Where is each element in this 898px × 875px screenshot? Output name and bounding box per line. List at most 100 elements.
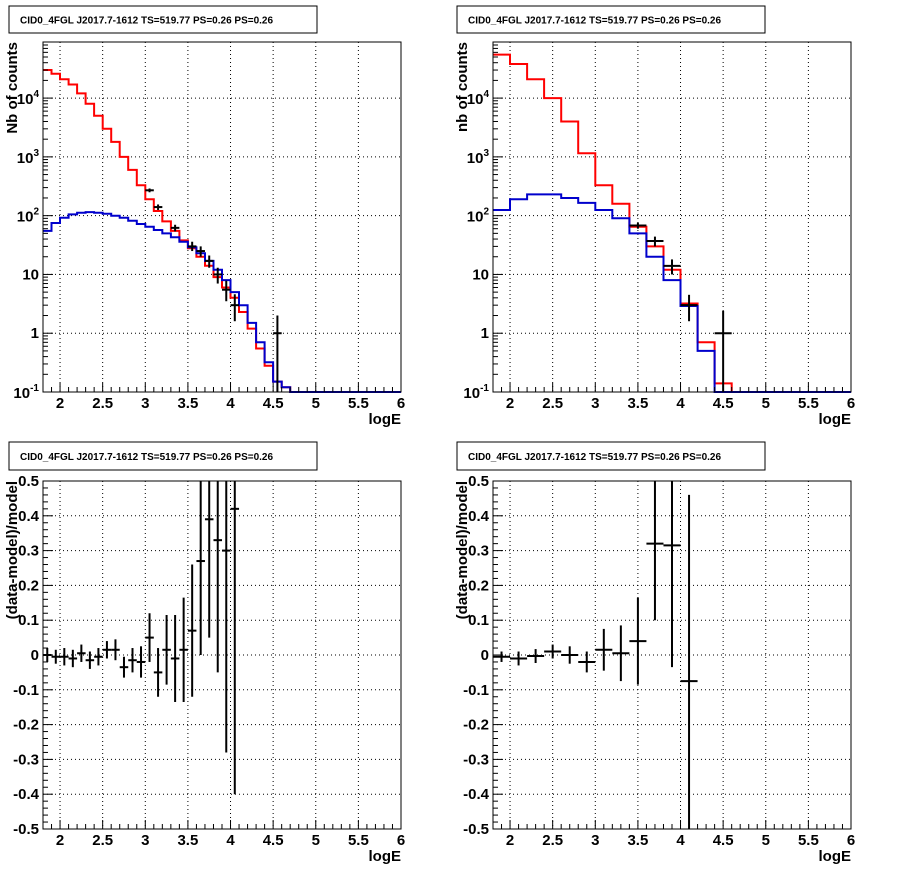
x-tick-label: 5.5 [348, 395, 369, 412]
data-point [204, 255, 214, 268]
y-tick-label: 102 [17, 207, 40, 226]
data-point [629, 597, 647, 685]
y-tick-label: 104 [17, 89, 40, 108]
y-tick-label: 0.5 [18, 473, 39, 490]
model-histogram-red [493, 53, 851, 393]
y-tick-label: 1 [31, 325, 39, 342]
data-point [145, 188, 154, 193]
y-tick-label: -0.1 [13, 682, 39, 699]
y-tick-label: 10-1 [463, 383, 489, 402]
data-point [222, 280, 231, 302]
data-point [663, 481, 681, 668]
data-point [196, 246, 205, 257]
data-point [629, 222, 647, 229]
data-point [222, 481, 231, 753]
data-point [51, 649, 61, 664]
x-tick-label: 4 [226, 832, 235, 849]
y-tick-label: 0.3 [468, 543, 489, 560]
data-point [527, 649, 545, 664]
x-tick-label: 5 [762, 832, 770, 849]
x-axis-label: logE [369, 848, 402, 865]
x-tick-label: 2.5 [92, 395, 113, 412]
data-point [153, 648, 163, 697]
data-point [136, 646, 146, 678]
title-box [456, 441, 766, 471]
data-point [170, 224, 180, 232]
y-tick-label: 0.4 [18, 508, 40, 525]
plot-title: CID0_4FGL J2017.7-1612 TS=519.77 PS=0.26… [468, 452, 721, 463]
x-tick-label: 3 [141, 395, 149, 412]
y-tick-label: -0.3 [463, 751, 489, 768]
x-axis-label: logE [819, 848, 852, 865]
title-box [456, 5, 766, 34]
y-tick-label: 103 [467, 148, 490, 167]
x-tick-label: 4.5 [713, 395, 734, 412]
y-tick-label: 0.5 [468, 473, 489, 490]
title-box [8, 441, 318, 471]
y-tick-label: -0.2 [13, 717, 39, 734]
x-tick-label: 4.5 [263, 832, 284, 849]
data-point [85, 651, 95, 669]
x-tick-label: 4 [676, 832, 685, 849]
model-histogram-blue [493, 193, 851, 393]
y-tick-label: 104 [467, 89, 490, 108]
data-point [187, 241, 197, 252]
data-point [77, 644, 86, 662]
x-tick-label: 3 [591, 832, 599, 849]
y-tick-label: 10 [22, 266, 39, 283]
data-point [663, 259, 681, 275]
x-tick-label: 5 [312, 832, 320, 849]
data-point [646, 481, 664, 621]
x-tick-label: 5 [312, 395, 320, 412]
x-tick-label: 3.5 [177, 395, 198, 412]
data-point [111, 639, 120, 661]
data-point [544, 644, 562, 659]
x-tick-label: 5.5 [348, 832, 369, 849]
x-tick-label: 4 [226, 395, 235, 412]
y-tick-label: 10 [472, 266, 489, 283]
x-tick-label: 3 [591, 395, 599, 412]
data-point [187, 564, 197, 697]
y-axis-label: (data-model)/model [454, 481, 471, 619]
y-tick-label: 0.2 [468, 577, 489, 594]
x-tick-label: 2.5 [542, 395, 563, 412]
data-point [230, 481, 240, 795]
plot-frame [42, 41, 402, 393]
y-tick-label: 0.3 [18, 543, 39, 560]
y-tick-label: -0.3 [13, 751, 39, 768]
data-point [230, 294, 240, 322]
y-tick-label: -0.4 [13, 786, 40, 803]
data-point [179, 597, 188, 702]
y-axis-label: (data-model)/model [4, 481, 21, 619]
data-point [153, 204, 163, 210]
y-tick-label: 0 [481, 647, 489, 664]
y-tick-label: -0.5 [13, 821, 39, 838]
y-tick-label: 0.1 [468, 612, 489, 629]
x-tick-label: 2.5 [92, 832, 113, 849]
title-box [8, 5, 318, 34]
x-axis-label: logE [819, 411, 852, 428]
x-tick-label: 5.5 [798, 832, 819, 849]
x-tick-label: 4.5 [713, 832, 734, 849]
bottom-right-plot: 2 2.5 3 3.5 4 4.5 5 5.5 6 -0.5 -0.4 -0.3 -0.2 -0.1 0 0.… [454, 441, 855, 865]
y-tick-label: 103 [17, 148, 40, 167]
y-axis-label: Nb of counts [4, 42, 21, 134]
data-point [595, 628, 613, 671]
y-tick-label: 1 [481, 325, 489, 342]
data-point [578, 651, 596, 673]
data-point [680, 494, 698, 829]
y-tick-label: 0.2 [18, 577, 39, 594]
y-axis-label: nb of counts [454, 42, 471, 132]
data-point [680, 294, 698, 322]
plot-title: CID0_4FGL J2017.7-1612 TS=519.77 PS=0.26… [20, 452, 273, 463]
x-tick-label: 5.5 [798, 395, 819, 412]
x-tick-label: 6 [847, 395, 855, 412]
x-tick-label: 2.5 [542, 832, 563, 849]
x-tick-label: 2 [506, 832, 514, 849]
y-tick-label: 102 [467, 207, 490, 226]
data-point [162, 614, 171, 685]
data-point [493, 651, 511, 662]
data-point [612, 625, 630, 682]
x-tick-label: 3.5 [177, 832, 198, 849]
y-tick-label: -0.2 [463, 717, 489, 734]
